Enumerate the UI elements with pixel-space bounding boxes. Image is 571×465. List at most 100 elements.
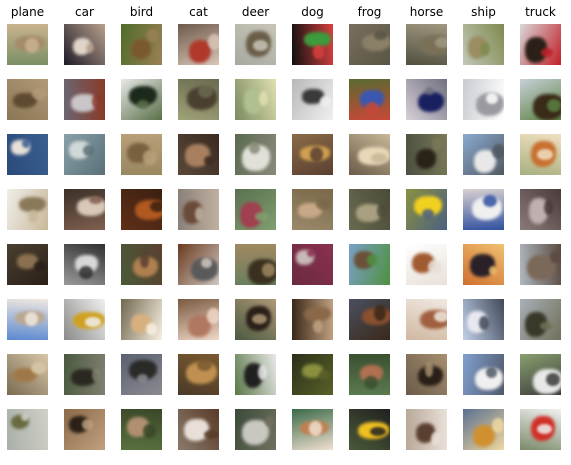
thumbnail-detail	[312, 319, 323, 333]
thumbnail-detail	[86, 43, 95, 54]
column-label-dog: dog	[301, 5, 324, 19]
thumbnail-truck-4	[520, 189, 561, 230]
thumbnail-detail	[546, 372, 560, 387]
thumbnail-detail	[540, 321, 553, 331]
thumbnail-detail	[198, 85, 213, 98]
column-label-car: car	[75, 5, 94, 19]
thumbnail-subject	[355, 204, 383, 222]
thumbnail-detail	[319, 370, 331, 381]
thumbnail-subject	[525, 37, 548, 63]
thumbnail-truck-7	[520, 354, 561, 395]
thumbnail-detail	[140, 252, 149, 268]
thumbnail-bird-3	[121, 134, 162, 175]
thumbnail-deer-4	[235, 189, 276, 230]
thumbnail-detail	[146, 322, 157, 336]
thumbnail-horse-1	[406, 24, 447, 65]
thumbnail-detail	[485, 367, 497, 378]
thumbnail-car-6	[64, 299, 105, 340]
column-label-deer: deer	[241, 5, 270, 19]
thumbnail-detail	[197, 359, 212, 372]
thumbnail-car-7	[64, 354, 105, 395]
thumbnail-horse-3	[406, 134, 447, 175]
column-label-plane: plane	[10, 5, 45, 19]
thumbnail-frog-5	[349, 244, 390, 285]
thumbnail-bird-6	[121, 299, 162, 340]
thumbnail-subject	[188, 314, 211, 338]
thumbnail-detail	[364, 101, 379, 116]
thumbnail-ship-2	[463, 79, 504, 120]
thumbnail-frog-1	[349, 24, 390, 65]
thumbnail-detail	[258, 90, 269, 107]
thumbnail-detail	[25, 37, 39, 53]
thumbnail-cat-7	[178, 354, 219, 395]
thumbnail-ship-7	[463, 354, 504, 395]
thumbnail-detail	[492, 143, 504, 160]
thumbnail-plane-4	[7, 189, 48, 230]
thumbnail-detail	[370, 426, 386, 437]
thumbnail-detail	[30, 362, 46, 374]
thumbnail-subject	[70, 94, 98, 112]
thumbnail-truck-1	[520, 24, 561, 65]
thumbnail-detail	[424, 361, 434, 378]
thumbnail-subject	[128, 85, 158, 106]
thumbnail-detail	[549, 251, 561, 263]
thumbnail-detail	[370, 152, 387, 163]
thumbnail-dog-3	[292, 134, 333, 175]
thumbnail-detail	[309, 421, 323, 436]
thumbnail-detail	[309, 147, 324, 163]
thumbnail-detail	[435, 36, 447, 48]
thumbnail-detail	[373, 305, 387, 322]
thumbnail-detail	[88, 195, 102, 204]
thumbnail-detail	[146, 28, 158, 42]
thumbnail-ship-1	[463, 24, 504, 65]
thumbnail-horse-6	[406, 299, 447, 340]
thumbnail-detail	[82, 418, 93, 430]
thumbnail-dog-5	[292, 244, 333, 285]
thumbnail-detail	[204, 155, 213, 166]
thumbnail-detail	[536, 423, 552, 434]
thumbnail-frog-6	[349, 299, 390, 340]
thumbnail-bird-2	[121, 79, 162, 120]
thumbnail-truck-5	[520, 244, 561, 285]
thumbnail-subject	[130, 38, 152, 60]
thumbnail-detail	[34, 260, 46, 271]
thumbnail-detail	[489, 265, 497, 275]
thumbnail-detail	[251, 314, 268, 325]
thumbnail-horse-4	[406, 189, 447, 230]
thumbnail-ship-8	[463, 409, 504, 450]
thumbnail-horse-2	[406, 79, 447, 120]
thumbnail-subject	[415, 148, 436, 169]
thumbnail-detail	[149, 201, 162, 213]
thumbnail-detail	[434, 310, 447, 322]
thumbnail-detail	[252, 39, 269, 51]
thumbnail-detail	[31, 88, 47, 101]
thumbnail-subject	[128, 360, 157, 381]
thumbnail-detail	[91, 368, 101, 383]
thumbnail-dog-4	[292, 189, 333, 230]
thumbnail-detail	[316, 197, 332, 210]
thumbnail-plane-1	[7, 24, 48, 65]
thumbnail-subject	[417, 91, 444, 112]
thumbnail-plane-8	[7, 409, 48, 450]
thumbnail-cat-5	[178, 244, 219, 285]
thumbnail-detail	[421, 209, 434, 219]
thumbnail-deer-7	[235, 354, 276, 395]
thumbnail-plane-6	[7, 299, 48, 340]
thumbnail-car-8	[64, 409, 105, 450]
thumbnail-detail	[249, 141, 260, 154]
thumbnail-detail	[377, 203, 387, 219]
thumbnail-subject	[70, 369, 97, 387]
thumbnail-subject	[17, 254, 39, 269]
column-label-horse: horse	[409, 5, 444, 19]
thumbnail-cat-6	[178, 299, 219, 340]
thumbnail-car-1	[64, 24, 105, 65]
thumbnail-subject	[184, 143, 210, 167]
column-label-bird: bird	[129, 5, 154, 19]
thumbnail-frog-7	[349, 354, 390, 395]
thumbnail-subject	[473, 424, 496, 448]
thumbnail-detail	[374, 31, 388, 40]
thumbnail-subject	[304, 307, 331, 322]
thumbnail-detail	[24, 311, 38, 327]
thumbnail-dog-7	[292, 354, 333, 395]
thumbnail-plane-2	[7, 79, 48, 120]
